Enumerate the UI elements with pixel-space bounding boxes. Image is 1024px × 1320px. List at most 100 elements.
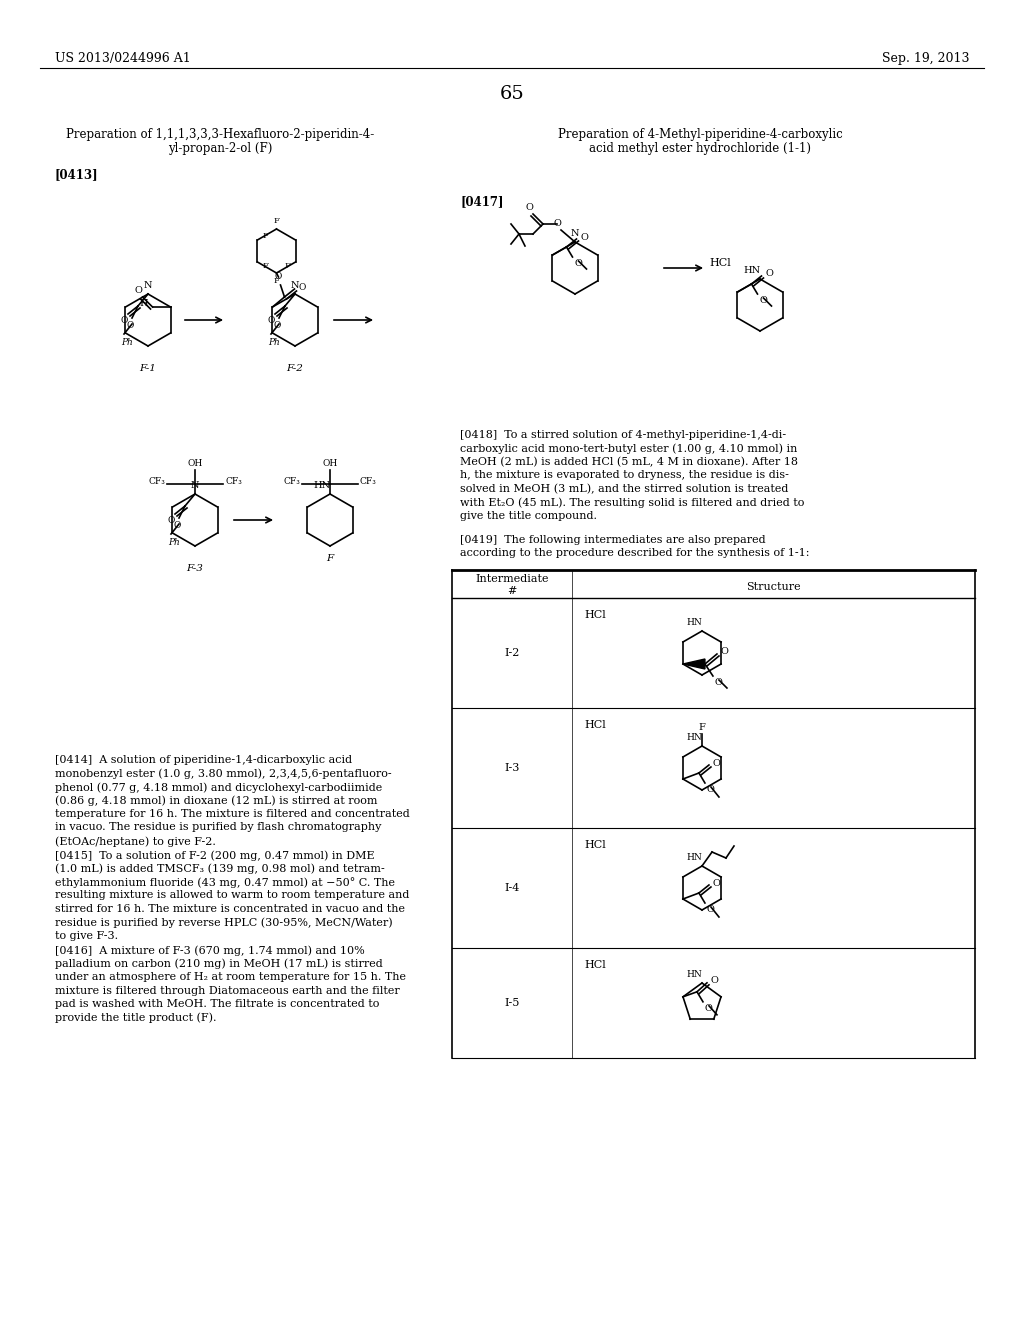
Text: acid methyl ester hydrochloride (1-1): acid methyl ester hydrochloride (1-1) (589, 143, 811, 154)
Text: temperature for 16 h. The mixture is filtered and concentrated: temperature for 16 h. The mixture is fil… (55, 809, 410, 818)
Text: F: F (327, 554, 334, 564)
Text: HCl: HCl (584, 610, 606, 620)
Text: O: O (715, 678, 723, 686)
Text: Sep. 19, 2013: Sep. 19, 2013 (882, 51, 969, 65)
Text: h, the mixture is evaporated to dryness, the residue is dis-: h, the mixture is evaporated to dryness,… (460, 470, 788, 480)
Text: palladium on carbon (210 mg) in MeOH (17 mL) is stirred: palladium on carbon (210 mg) in MeOH (17… (55, 958, 383, 969)
Text: HN: HN (686, 853, 701, 862)
Text: OH: OH (187, 459, 203, 469)
Text: O: O (711, 977, 719, 985)
Text: F: F (262, 232, 268, 240)
Text: N: N (143, 281, 153, 290)
Text: ethylammonium fluoride (43 mg, 0.47 mmol) at −50° C. The: ethylammonium fluoride (43 mg, 0.47 mmol… (55, 876, 395, 888)
Text: carboxylic acid mono-tert-butyl ester (1.00 g, 4.10 mmol) in: carboxylic acid mono-tert-butyl ester (1… (460, 444, 798, 454)
Text: HCl: HCl (710, 257, 731, 268)
Text: O: O (574, 259, 583, 268)
Text: in vacuo. The residue is purified by flash chromatography: in vacuo. The residue is purified by fla… (55, 822, 381, 833)
Text: [0415]  To a solution of F-2 (200 mg, 0.47 mmol) in DME: [0415] To a solution of F-2 (200 mg, 0.4… (55, 850, 375, 861)
Text: O: O (134, 286, 142, 294)
Text: I-4: I-4 (504, 883, 520, 894)
Polygon shape (683, 659, 705, 669)
Text: I-5: I-5 (504, 998, 520, 1008)
Text: O: O (705, 1003, 713, 1012)
Text: HN: HN (313, 480, 331, 490)
Text: Ph: Ph (121, 338, 133, 347)
Text: O: O (126, 321, 134, 330)
Text: O: O (273, 321, 281, 330)
Text: F-2: F-2 (287, 364, 303, 374)
Text: yl-propan-2-ol (F): yl-propan-2-ol (F) (168, 143, 272, 154)
Text: [0418]  To a stirred solution of 4-methyl-piperidine-1,4-di-: [0418] To a stirred solution of 4-methyl… (460, 430, 786, 440)
Text: O: O (760, 296, 767, 305)
Text: O: O (707, 785, 715, 795)
Text: O: O (120, 315, 128, 325)
Text: O: O (707, 906, 715, 913)
Text: HCl: HCl (584, 960, 606, 970)
Text: with Et₂O (45 mL). The resulting solid is filtered and dried to: with Et₂O (45 mL). The resulting solid i… (460, 498, 805, 508)
Text: O: O (173, 521, 180, 531)
Text: (1.0 mL) is added TMSCF₃ (139 mg, 0.98 mol) and tetram-: (1.0 mL) is added TMSCF₃ (139 mg, 0.98 m… (55, 863, 385, 874)
Text: F: F (698, 723, 706, 733)
Text: under an atmosphere of H₂ at room temperature for 15 h. The: under an atmosphere of H₂ at room temper… (55, 972, 406, 982)
Text: H: H (140, 298, 148, 308)
Text: [0413]: [0413] (55, 168, 98, 181)
Text: [0419]  The following intermediates are also prepared: [0419] The following intermediates are a… (460, 535, 766, 545)
Text: CF₃: CF₃ (283, 478, 300, 487)
Text: (EtOAc/heptane) to give F-2.: (EtOAc/heptane) to give F-2. (55, 836, 216, 846)
Text: O: O (553, 219, 561, 228)
Text: to give F-3.: to give F-3. (55, 931, 118, 941)
Text: [0416]  A mixture of F-3 (670 mg, 1.74 mmol) and 10%: [0416] A mixture of F-3 (670 mg, 1.74 mm… (55, 945, 365, 956)
Text: pad is washed with MeOH. The filtrate is concentrated to: pad is washed with MeOH. The filtrate is… (55, 999, 379, 1008)
Text: F-3: F-3 (186, 564, 204, 573)
Text: according to the procedure described for the synthesis of 1-1:: according to the procedure described for… (460, 549, 810, 558)
Text: O: O (766, 269, 773, 279)
Text: O: O (581, 232, 589, 242)
Text: N: N (291, 281, 299, 290)
Text: HN: HN (743, 267, 761, 275)
Text: provide the title product (F).: provide the title product (F). (55, 1012, 216, 1023)
Text: resulting mixture is allowed to warm to room temperature and: resulting mixture is allowed to warm to … (55, 891, 410, 900)
Text: stirred for 16 h. The mixture is concentrated in vacuo and the: stirred for 16 h. The mixture is concent… (55, 904, 406, 913)
Text: HN: HN (686, 618, 701, 627)
Text: O: O (274, 272, 283, 281)
Text: OH: OH (323, 459, 338, 469)
Text: F: F (285, 261, 291, 271)
Text: O: O (713, 879, 721, 887)
Text: HCl: HCl (584, 840, 606, 850)
Text: O: O (713, 759, 721, 767)
Text: I-2: I-2 (504, 648, 520, 657)
Text: O: O (721, 648, 729, 656)
Text: 65: 65 (500, 84, 524, 103)
Text: N: N (570, 228, 580, 238)
Text: mixture is filtered through Diatomaceous earth and the filter: mixture is filtered through Diatomaceous… (55, 986, 399, 995)
Text: F: F (273, 216, 280, 224)
Text: phenol (0.77 g, 4.18 mmol) and dicyclohexyl-carbodiimide: phenol (0.77 g, 4.18 mmol) and dicyclohe… (55, 781, 382, 792)
Text: (0.86 g, 4.18 mmol) in dioxane (12 mL) is stirred at room: (0.86 g, 4.18 mmol) in dioxane (12 mL) i… (55, 796, 378, 807)
Text: Ph: Ph (268, 338, 280, 347)
Text: HN: HN (686, 970, 701, 979)
Text: Intermediate
#: Intermediate # (475, 574, 549, 595)
Text: HCl: HCl (584, 719, 606, 730)
Text: O: O (298, 282, 306, 292)
Text: HN: HN (686, 733, 701, 742)
Text: solved in MeOH (3 mL), and the stirred solution is treated: solved in MeOH (3 mL), and the stirred s… (460, 484, 788, 495)
Text: Ph: Ph (168, 539, 180, 546)
Text: CF₃: CF₃ (148, 478, 165, 487)
Text: [0417]: [0417] (460, 195, 504, 209)
Text: give the title compound.: give the title compound. (460, 511, 597, 521)
Text: MeOH (2 mL) is added HCl (5 mL, 4 M in dioxane). After 18: MeOH (2 mL) is added HCl (5 mL, 4 M in d… (460, 457, 798, 467)
Text: residue is purified by reverse HPLC (30-95%, MeCN/Water): residue is purified by reverse HPLC (30-… (55, 917, 392, 928)
Text: I-3: I-3 (504, 763, 520, 774)
Text: Preparation of 4-Methyl-piperidine-4-carboxylic: Preparation of 4-Methyl-piperidine-4-car… (558, 128, 843, 141)
Text: O: O (167, 516, 175, 525)
Text: monobenzyl ester (1.0 g, 3.80 mmol), 2,3,4,5,6-pentafluoro-: monobenzyl ester (1.0 g, 3.80 mmol), 2,3… (55, 768, 391, 779)
Text: F: F (273, 277, 280, 285)
Text: F: F (262, 261, 268, 271)
Text: US 2013/0244996 A1: US 2013/0244996 A1 (55, 51, 190, 65)
Text: Structure: Structure (745, 582, 801, 591)
Text: O: O (267, 315, 274, 325)
Text: [0414]  A solution of piperidine-1,4-dicarboxylic acid: [0414] A solution of piperidine-1,4-dica… (55, 755, 352, 766)
Text: O: O (525, 203, 532, 213)
Text: CF₃: CF₃ (360, 478, 377, 487)
Text: Preparation of 1,1,1,3,3,3-Hexafluoro-2-piperidin-4-: Preparation of 1,1,1,3,3,3-Hexafluoro-2-… (66, 128, 374, 141)
